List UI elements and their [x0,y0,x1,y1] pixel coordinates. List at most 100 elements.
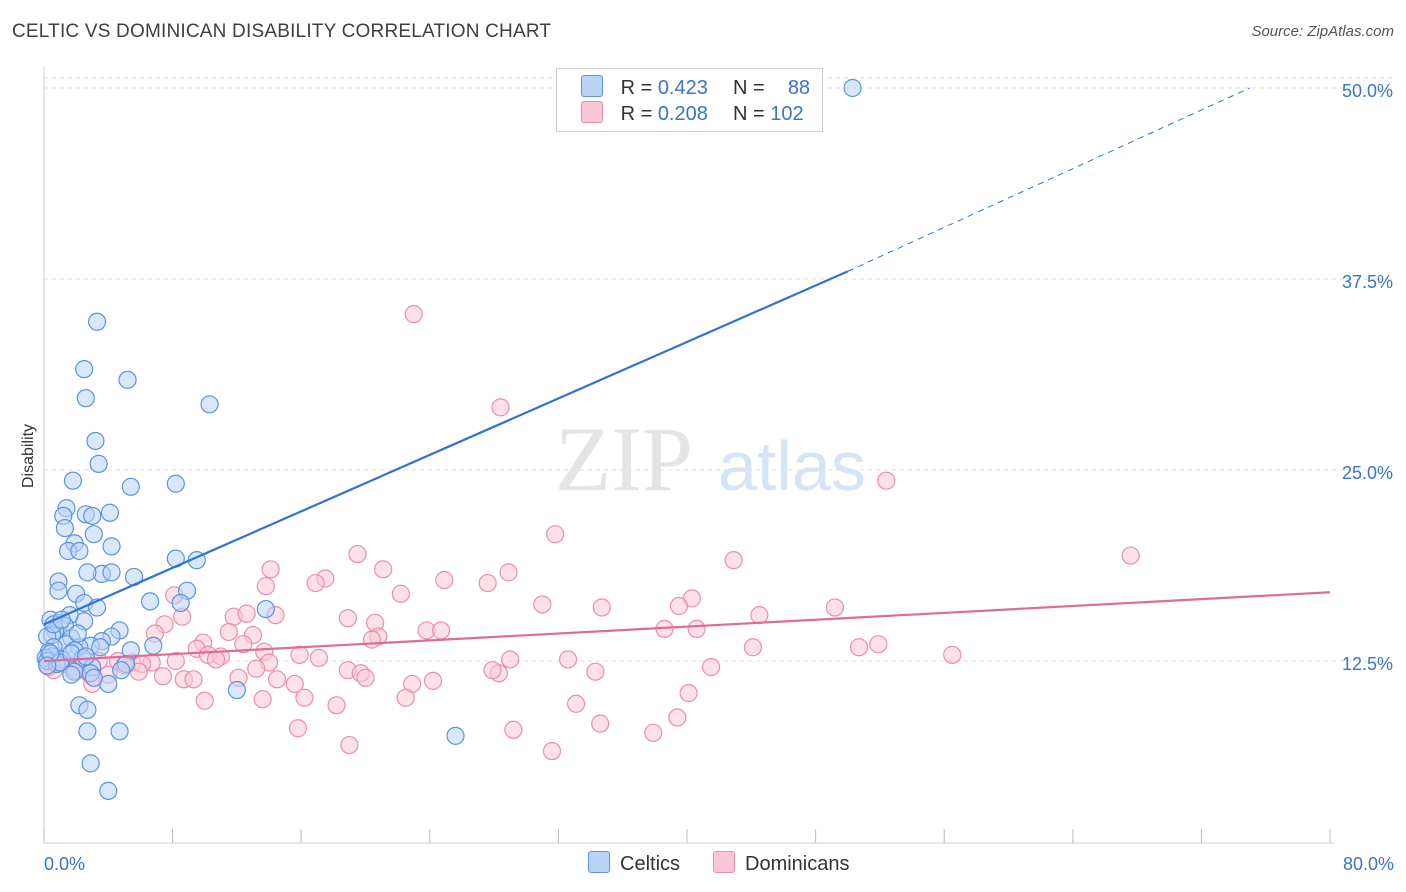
celtic-point [118,370,137,389]
celtic-point [144,636,163,655]
dominican-point [288,719,308,738]
dominican-point [396,688,415,707]
dominican-point [362,630,382,649]
celtic-point [75,360,94,379]
bottom-dominican-label: Dominicans [745,853,850,875]
dominican-point [750,606,769,625]
celtic-point [84,668,103,687]
dominican-point [253,690,272,709]
dominican-point [849,638,869,657]
dominican-swatch [581,101,603,123]
celtic-point [110,722,129,741]
x-axis-ticks [43,829,1331,843]
y-tick-label: 25.0% [1342,463,1393,483]
celtic-n-value: 88 [787,77,811,99]
dominican-point [644,723,663,742]
dominican-point [309,648,328,668]
dominican-point [1121,546,1140,565]
celtic-point [227,680,246,700]
dominican-point [501,650,520,669]
dominican-point [237,604,256,623]
bottom-legend-dominican: Dominicans [713,851,849,876]
dominican-point [431,621,451,640]
celtic-point [76,389,95,408]
dominican-point [435,570,454,590]
watermark-atlas: atlas [718,427,866,505]
dominican-point [195,691,214,710]
dominican-point [669,596,689,616]
dominican-point [724,551,743,570]
celtic-point [171,593,190,613]
celtic-point [166,474,185,493]
celtic-swatch [581,75,603,97]
dominican-point [423,671,443,690]
dominican-point [247,659,266,678]
dominican-point [404,305,423,324]
y-tick-labels: 12.5% 25.0% 37.5% 50.0% [1342,81,1393,674]
chart-title: CELTIC VS DOMINICAN DISABILITY CORRELATI… [12,21,552,42]
celtic-point [63,471,83,490]
dominican-point [219,622,238,642]
dominican-point [234,635,253,654]
celtic-r-label: R = [620,77,653,99]
dominican-point [327,696,346,715]
x-tick-label-max: 80.0% [1343,854,1394,874]
celtic-point [100,503,120,522]
celtic-trend-extension [847,87,1250,272]
dominican-point [295,688,314,707]
dominican-point [533,595,552,614]
dominican-point [504,720,523,739]
celtic-point [49,581,68,600]
stats-legend: R = 0.423 N = 88 R = 0.208 N = 102 [556,68,823,132]
dominican-point [184,670,203,689]
dominican-point [542,742,562,761]
dominican-n-label: N = [733,103,765,125]
dominican-point [592,598,611,617]
trend-lines [43,87,1331,663]
celtic-point [256,599,275,619]
celtic-point [99,781,118,800]
legend-row-celtic: R = 0.423 N = 88 [581,75,810,101]
dominican-point [340,735,359,755]
dominican-point [586,662,605,681]
dominican-point [566,694,586,713]
dominican-point [338,609,357,628]
dominican-point [261,560,280,579]
celtic-r-value: 0.423 [657,77,708,99]
celtic-point [102,563,121,582]
dominican-point [478,573,497,593]
celtic-points [36,78,862,800]
celtic-point [70,541,89,561]
gridlines [44,77,1394,662]
dominican-point [391,584,410,603]
dominican-n-value: 102 [770,103,804,125]
dominican-point [256,577,275,596]
dominican-point [591,714,610,733]
dominican-points [39,305,1140,761]
celtic-point [843,78,862,98]
legend-row-dominican: R = 0.208 N = 102 [581,101,804,127]
celtic-point [140,592,160,611]
dominican-point [491,398,510,417]
bottom-legend-celtic: Celtics [588,851,680,876]
celtic-point [86,431,105,451]
dominican-point [483,661,502,680]
dominican-point [668,708,687,727]
x-tick-label-min: 0.0% [44,854,85,874]
dominican-point [679,683,698,703]
dominican-point [499,563,518,582]
dominican-point [702,658,721,677]
dominican-point [743,638,763,657]
bottom-dominican-swatch [713,851,735,873]
bottom-celtic-swatch [588,851,610,873]
dominican-point [558,650,578,669]
dominican-point [206,650,226,669]
celtic-n-label: N = [733,77,765,99]
celtic-point [81,754,100,773]
celtic-point [78,722,97,741]
watermark: ZIP atlas [555,408,866,510]
celtic-point [87,312,107,331]
dominican-point [687,619,706,639]
dominican-point [348,544,367,564]
